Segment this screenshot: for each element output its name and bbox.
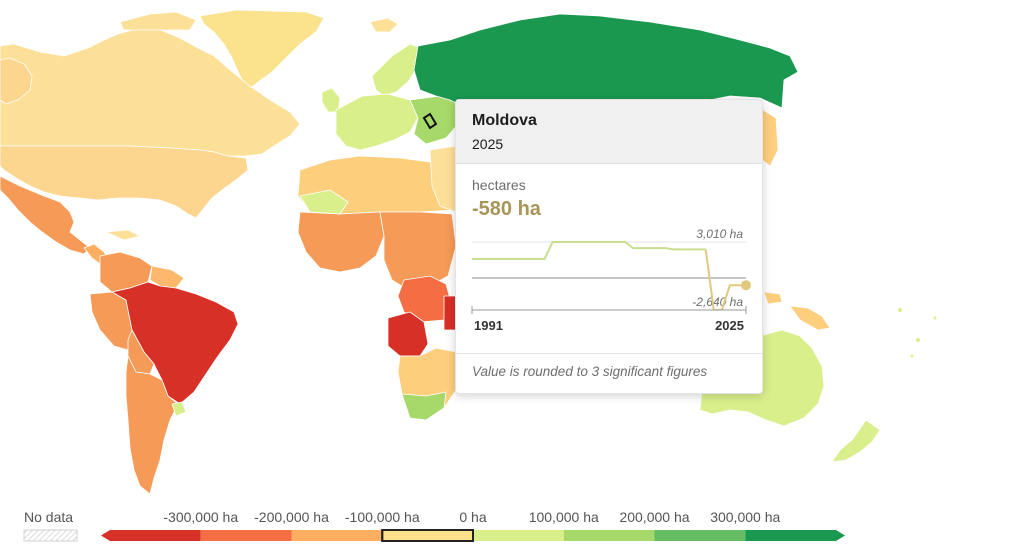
region-eastern-europe[interactable] <box>409 95 461 145</box>
legend-tick-label: -200,000 ha <box>254 509 329 525</box>
sparkline-min-label: -2,640 ha <box>692 295 743 309</box>
legend-bin[interactable] <box>473 530 564 541</box>
region-peru[interactable] <box>89 291 133 351</box>
legend-arrow-right <box>836 530 845 541</box>
country-greenland[interactable] <box>199 9 325 91</box>
legend-bin[interactable] <box>381 529 474 542</box>
pacific-island <box>916 338 920 342</box>
legend-bin[interactable] <box>563 530 655 541</box>
legend-tick-label: 100,000 ha <box>529 509 599 525</box>
sparkline-max-label: 3,010 ha <box>696 227 743 241</box>
world-map[interactable] <box>0 0 1029 500</box>
tooltip-divider <box>456 353 762 354</box>
legend-tick-label: 200,000 ha <box>619 509 689 525</box>
region-western-europe[interactable] <box>335 93 419 151</box>
sparkline-positive-line <box>472 241 706 260</box>
legend-bin[interactable] <box>110 530 201 541</box>
region-indonesia-islands[interactable] <box>763 291 783 305</box>
pacific-island <box>910 354 914 358</box>
country-uruguay[interactable] <box>171 401 187 417</box>
region-middle-east[interactable] <box>429 145 457 213</box>
tooltip-year: 2025 <box>472 136 504 152</box>
legend-tick-label: 300,000 ha <box>710 509 780 525</box>
pacific-island <box>933 316 937 320</box>
region-scandinavia[interactable] <box>371 43 421 97</box>
legend-bin[interactable] <box>745 530 836 541</box>
legend-no-data-swatch[interactable] <box>23 529 78 542</box>
sparkline-end-year: 2025 <box>715 318 744 333</box>
tooltip: Moldova 2025 hectares -580 ha 3,010 ha -… <box>455 99 763 394</box>
country-new-zealand[interactable] <box>831 419 881 463</box>
legend-bin-selected-outline <box>381 529 474 542</box>
region-southern-cone[interactable] <box>125 355 179 495</box>
sparkline-endpoint <box>741 280 751 291</box>
legend-bin[interactable] <box>200 530 292 541</box>
legend-arrow-left <box>101 530 110 541</box>
country-angola[interactable] <box>387 311 429 357</box>
region-papua[interactable] <box>789 305 831 331</box>
legend-tick-label: 0 ha <box>459 509 486 525</box>
tooltip-note: Value is rounded to 3 significant figure… <box>472 364 708 379</box>
sparkline-start-year: 1991 <box>474 318 503 333</box>
sparkline: 3,010 ha -2,640 ha <box>472 227 751 310</box>
country-usa[interactable] <box>0 145 249 219</box>
region-sahel[interactable] <box>299 189 349 215</box>
legend-bin[interactable] <box>291 530 383 541</box>
country-iceland[interactable] <box>369 17 399 33</box>
sparkline-axis: 1991 2025 <box>471 306 747 333</box>
region-west-africa[interactable] <box>297 211 385 273</box>
legend-tick-label: -300,000 ha <box>163 509 238 525</box>
tooltip-value: -580 ha <box>472 198 541 220</box>
sparkline-negative-line <box>704 249 746 310</box>
tooltip-unit: hectares <box>472 177 526 193</box>
legend-tick-label: -100,000 ha <box>345 509 420 525</box>
region-uk-ireland[interactable] <box>321 87 341 113</box>
country-south-africa[interactable] <box>401 391 447 421</box>
tooltip-country: Moldova <box>472 112 537 129</box>
tooltip-header <box>456 100 762 164</box>
region-caribbean[interactable] <box>105 229 141 241</box>
legend-no-data-label: No data <box>24 509 73 525</box>
legend-bin[interactable] <box>654 530 746 541</box>
country-canada-islands[interactable] <box>119 11 197 31</box>
country-alaska[interactable] <box>0 57 33 105</box>
color-legend[interactable]: No data -300,000 ha -200,000 ha -100,000 h… <box>0 500 1029 546</box>
moldova-highlight[interactable] <box>422 112 438 130</box>
pacific-island <box>898 308 902 312</box>
